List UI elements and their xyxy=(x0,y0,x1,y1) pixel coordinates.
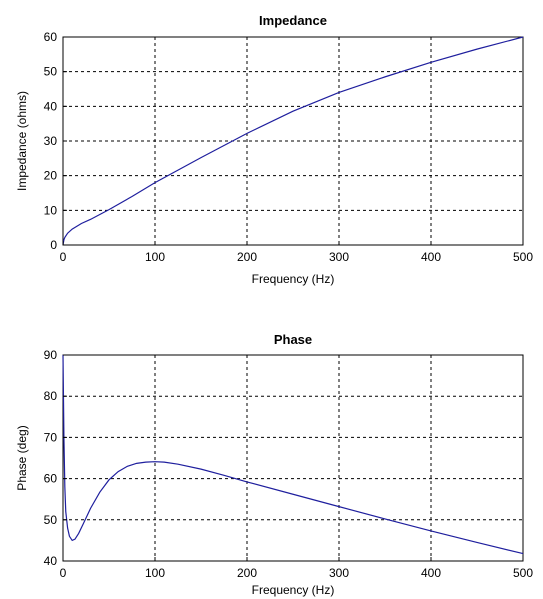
impedance-x-tick-label: 300 xyxy=(329,250,349,264)
impedance-x-axis-label: Frequency (Hz) xyxy=(252,272,335,286)
impedance-y-axis-label: Impedance (ohms) xyxy=(15,91,29,191)
impedance-y-ticks: 0 10 20 30 40 50 60 xyxy=(44,30,67,252)
impedance-y-tick-label: 60 xyxy=(44,30,58,44)
impedance-y-tick-label: 10 xyxy=(44,203,58,217)
impedance-x-ticks: 0 100 200 300 400 500 xyxy=(60,241,533,264)
impedance-x-tick-label: 400 xyxy=(421,250,441,264)
phase-x-tick-label: 200 xyxy=(237,566,257,580)
phase-grid xyxy=(63,355,523,561)
impedance-x-tick-label: 100 xyxy=(145,250,165,264)
phase-axes xyxy=(62,354,524,562)
impedance-chart: 0 100 200 300 400 500 0 10 20 30 40 50 60 Impedance… xyxy=(15,13,533,286)
phase-series-line xyxy=(62,354,524,555)
impedance-y-tick-label: 0 xyxy=(50,238,57,252)
phase-x-tick-label: 400 xyxy=(421,566,441,580)
phase-y-tick-label: 50 xyxy=(44,513,58,527)
phase-x-axis-label: Frequency (Hz) xyxy=(252,583,335,597)
phase-x-tick-label: 300 xyxy=(329,566,349,580)
phase-title: Phase xyxy=(274,332,312,347)
phase-y-tick-label: 40 xyxy=(44,554,58,568)
impedance-x-tick-label: 0 xyxy=(60,250,67,264)
phase-x-tick-label: 0 xyxy=(60,566,67,580)
impedance-y-tick-label: 50 xyxy=(44,65,58,79)
phase-y-tick-label: 90 xyxy=(44,348,58,362)
impedance-y-tick-label: 40 xyxy=(44,99,58,113)
phase-y-ticks: 40 50 60 70 80 90 xyxy=(44,348,67,568)
impedance-series-line xyxy=(62,36,524,246)
phase-y-tick-label: 70 xyxy=(44,430,58,444)
impedance-x-tick-label: 500 xyxy=(513,250,533,264)
impedance-grid xyxy=(63,37,523,245)
phase-x-tick-label: 500 xyxy=(513,566,533,580)
impedance-y-tick-label: 30 xyxy=(44,134,58,148)
phase-y-tick-label: 60 xyxy=(44,472,58,486)
impedance-y-tick-label: 20 xyxy=(44,169,58,183)
phase-x-tick-label: 100 xyxy=(145,566,165,580)
impedance-title: Impedance xyxy=(259,13,327,28)
phase-x-ticks: 0 100 200 300 400 500 xyxy=(60,557,533,580)
impedance-x-tick-label: 200 xyxy=(237,250,257,264)
phase-y-axis-label: Phase (deg) xyxy=(15,425,29,490)
phase-chart: 0 100 200 300 400 500 40 50 60 70 80 90 Phase Freq… xyxy=(15,332,533,597)
phase-y-tick-label: 80 xyxy=(44,389,58,403)
